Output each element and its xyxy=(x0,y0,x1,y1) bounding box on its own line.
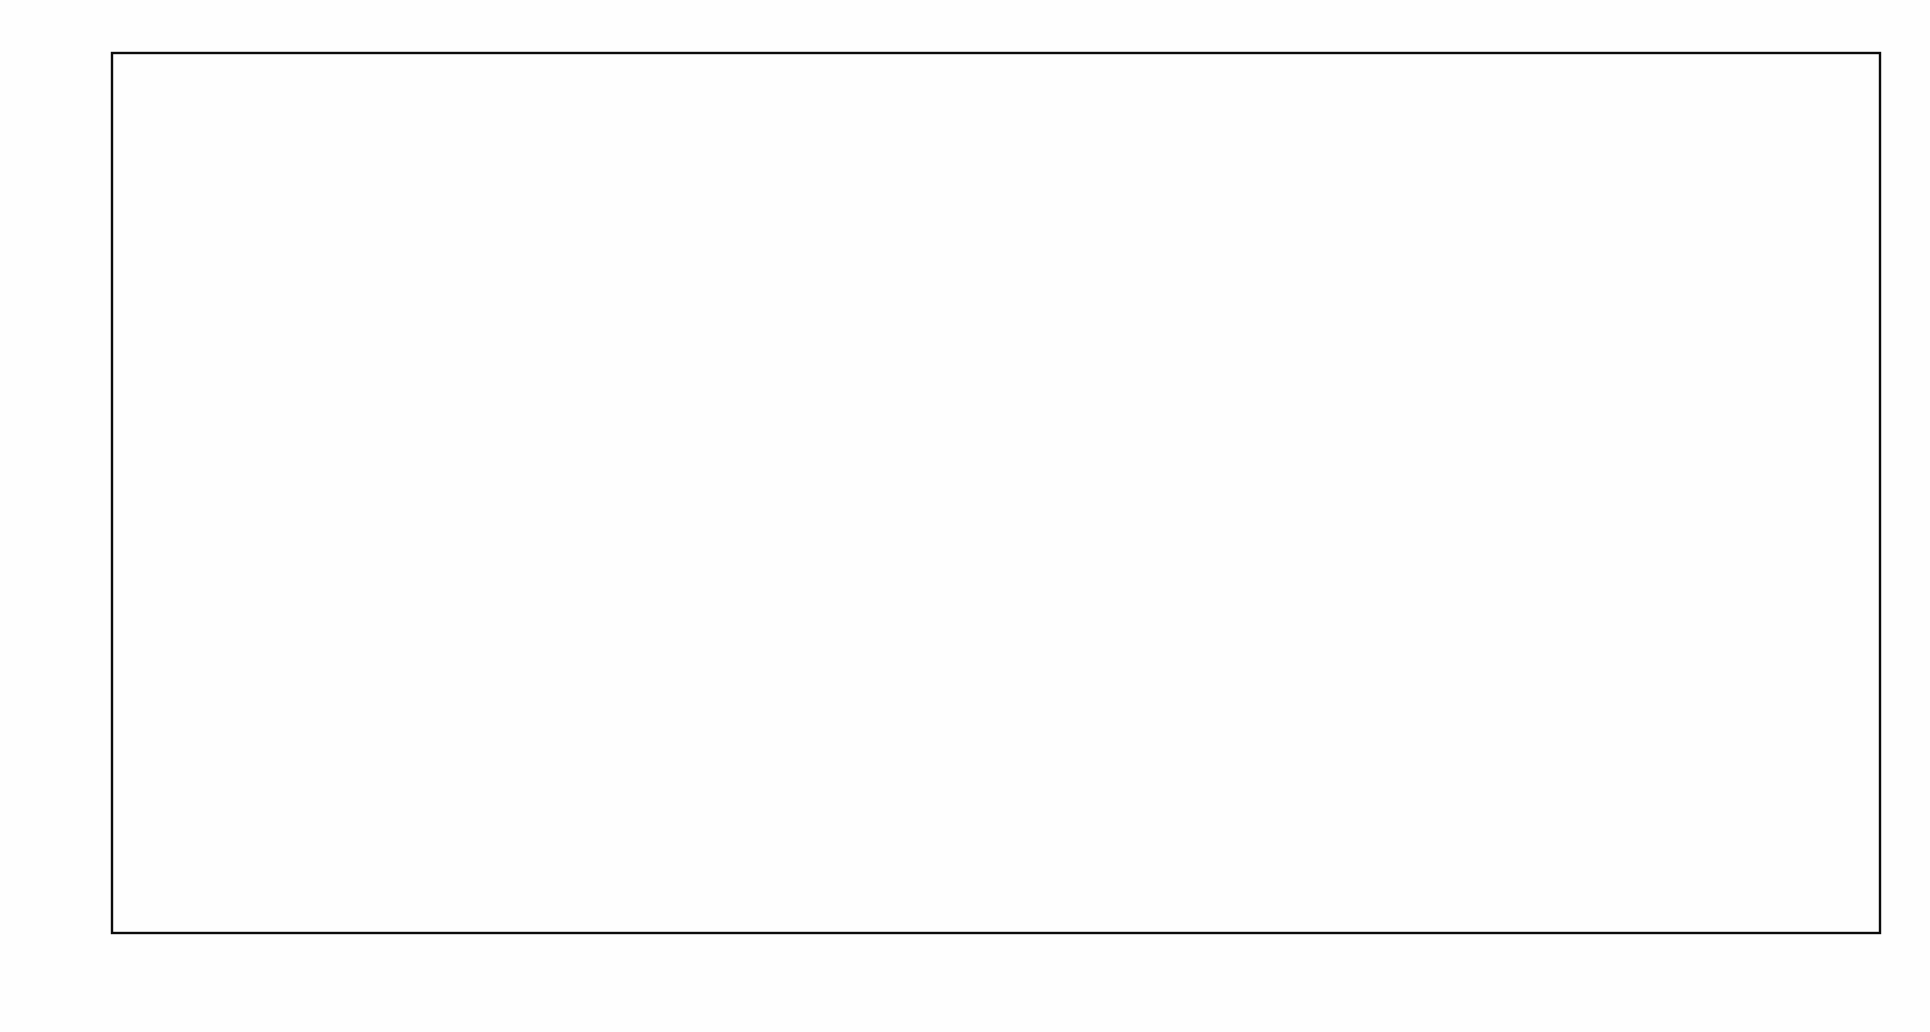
plot-border xyxy=(110,51,1882,935)
